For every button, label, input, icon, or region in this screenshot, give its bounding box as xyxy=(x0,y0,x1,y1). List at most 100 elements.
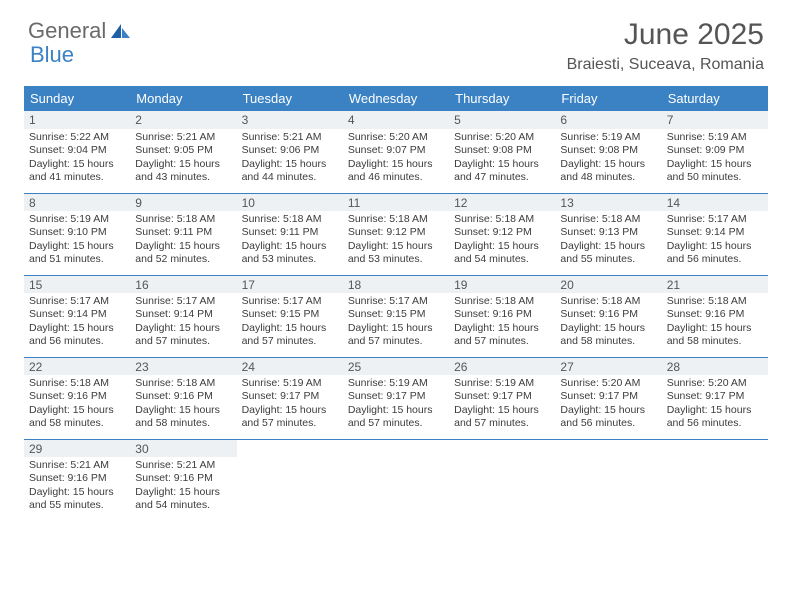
day-details: Sunrise: 5:17 AMSunset: 9:14 PMDaylight:… xyxy=(24,293,130,357)
daylight-line: Daylight: 15 hours and 55 minutes. xyxy=(560,240,656,267)
day-cell: 27Sunrise: 5:20 AMSunset: 9:17 PMDayligh… xyxy=(555,357,661,439)
logo-sail-icon xyxy=(109,22,131,40)
daylight-line: Daylight: 15 hours and 57 minutes. xyxy=(454,404,550,431)
day-details: Sunrise: 5:18 AMSunset: 9:12 PMDaylight:… xyxy=(343,211,449,275)
day-number: 26 xyxy=(449,357,555,375)
sunset-line: Sunset: 9:07 PM xyxy=(348,144,444,157)
daylight-line: Daylight: 15 hours and 43 minutes. xyxy=(135,158,231,185)
daylight-line: Daylight: 15 hours and 51 minutes. xyxy=(29,240,125,267)
day-details: Sunrise: 5:19 AMSunset: 9:17 PMDaylight:… xyxy=(343,375,449,439)
daylight-line: Daylight: 15 hours and 58 minutes. xyxy=(560,322,656,349)
sunrise-line: Sunrise: 5:18 AM xyxy=(667,295,763,308)
day-number: 29 xyxy=(24,439,130,457)
daylight-line: Daylight: 15 hours and 56 minutes. xyxy=(560,404,656,431)
day-details: Sunrise: 5:19 AMSunset: 9:08 PMDaylight:… xyxy=(555,129,661,193)
sunrise-line: Sunrise: 5:19 AM xyxy=(560,131,656,144)
daylight-line: Daylight: 15 hours and 57 minutes. xyxy=(242,404,338,431)
day-cell: 18Sunrise: 5:17 AMSunset: 9:15 PMDayligh… xyxy=(343,275,449,357)
sunrise-line: Sunrise: 5:19 AM xyxy=(29,213,125,226)
daylight-line: Daylight: 15 hours and 56 minutes. xyxy=(667,404,763,431)
month-title: June 2025 xyxy=(567,18,764,52)
day-details: Sunrise: 5:17 AMSunset: 9:15 PMDaylight:… xyxy=(237,293,343,357)
sunrise-line: Sunrise: 5:17 AM xyxy=(135,295,231,308)
daylight-line: Daylight: 15 hours and 55 minutes. xyxy=(29,486,125,513)
day-cell: 30Sunrise: 5:21 AMSunset: 9:16 PMDayligh… xyxy=(130,439,236,521)
day-number: 14 xyxy=(662,193,768,211)
empty-day-body xyxy=(555,457,661,521)
week-row: 29Sunrise: 5:21 AMSunset: 9:16 PMDayligh… xyxy=(24,439,768,521)
day-number: 15 xyxy=(24,275,130,293)
week-row: 22Sunrise: 5:18 AMSunset: 9:16 PMDayligh… xyxy=(24,357,768,439)
day-details: Sunrise: 5:21 AMSunset: 9:16 PMDaylight:… xyxy=(24,457,130,521)
sunrise-line: Sunrise: 5:17 AM xyxy=(667,213,763,226)
day-cell: 7Sunrise: 5:19 AMSunset: 9:09 PMDaylight… xyxy=(662,111,768,193)
day-details: Sunrise: 5:18 AMSunset: 9:16 PMDaylight:… xyxy=(449,293,555,357)
sunrise-line: Sunrise: 5:17 AM xyxy=(348,295,444,308)
day-cell: 28Sunrise: 5:20 AMSunset: 9:17 PMDayligh… xyxy=(662,357,768,439)
empty-day xyxy=(555,439,661,457)
day-number: 9 xyxy=(130,193,236,211)
sunset-line: Sunset: 9:05 PM xyxy=(135,144,231,157)
day-details: Sunrise: 5:17 AMSunset: 9:14 PMDaylight:… xyxy=(662,211,768,275)
sunrise-line: Sunrise: 5:19 AM xyxy=(242,377,338,390)
daylight-line: Daylight: 15 hours and 56 minutes. xyxy=(29,322,125,349)
day-cell: 2Sunrise: 5:21 AMSunset: 9:05 PMDaylight… xyxy=(130,111,236,193)
day-details: Sunrise: 5:21 AMSunset: 9:05 PMDaylight:… xyxy=(130,129,236,193)
logo-text-general: General xyxy=(28,18,106,44)
logo-line2: Blue xyxy=(30,42,74,68)
dow-header: Sunday xyxy=(24,86,130,111)
day-cell: 26Sunrise: 5:19 AMSunset: 9:17 PMDayligh… xyxy=(449,357,555,439)
day-number: 3 xyxy=(237,111,343,129)
sunrise-line: Sunrise: 5:18 AM xyxy=(135,213,231,226)
sunrise-line: Sunrise: 5:18 AM xyxy=(560,213,656,226)
sunrise-line: Sunrise: 5:19 AM xyxy=(348,377,444,390)
daylight-line: Daylight: 15 hours and 56 minutes. xyxy=(667,240,763,267)
daylight-line: Daylight: 15 hours and 44 minutes. xyxy=(242,158,338,185)
sunset-line: Sunset: 9:08 PM xyxy=(454,144,550,157)
sunrise-line: Sunrise: 5:17 AM xyxy=(29,295,125,308)
sunrise-line: Sunrise: 5:18 AM xyxy=(242,213,338,226)
days-of-week-row: SundayMondayTuesdayWednesdayThursdayFrid… xyxy=(24,86,768,111)
sunrise-line: Sunrise: 5:18 AM xyxy=(454,295,550,308)
sunset-line: Sunset: 9:06 PM xyxy=(242,144,338,157)
day-number: 1 xyxy=(24,111,130,129)
sunset-line: Sunset: 9:10 PM xyxy=(29,226,125,239)
day-cell: 19Sunrise: 5:18 AMSunset: 9:16 PMDayligh… xyxy=(449,275,555,357)
week-row: 1Sunrise: 5:22 AMSunset: 9:04 PMDaylight… xyxy=(24,111,768,193)
day-cell: 5Sunrise: 5:20 AMSunset: 9:08 PMDaylight… xyxy=(449,111,555,193)
empty-day xyxy=(449,439,555,457)
empty-day-body xyxy=(237,457,343,521)
sunset-line: Sunset: 9:12 PM xyxy=(454,226,550,239)
day-cell: 22Sunrise: 5:18 AMSunset: 9:16 PMDayligh… xyxy=(24,357,130,439)
sunset-line: Sunset: 9:17 PM xyxy=(560,390,656,403)
week-row: 8Sunrise: 5:19 AMSunset: 9:10 PMDaylight… xyxy=(24,193,768,275)
day-number: 25 xyxy=(343,357,449,375)
day-number: 2 xyxy=(130,111,236,129)
daylight-line: Daylight: 15 hours and 54 minutes. xyxy=(454,240,550,267)
dow-header: Wednesday xyxy=(343,86,449,111)
daylight-line: Daylight: 15 hours and 57 minutes. xyxy=(454,322,550,349)
dow-header: Friday xyxy=(555,86,661,111)
logo-text-blue: Blue xyxy=(30,42,74,68)
sunset-line: Sunset: 9:13 PM xyxy=(560,226,656,239)
daylight-line: Daylight: 15 hours and 41 minutes. xyxy=(29,158,125,185)
sunrise-line: Sunrise: 5:18 AM xyxy=(348,213,444,226)
dow-header: Saturday xyxy=(662,86,768,111)
day-details: Sunrise: 5:19 AMSunset: 9:09 PMDaylight:… xyxy=(662,129,768,193)
sunset-line: Sunset: 9:14 PM xyxy=(667,226,763,239)
sunrise-line: Sunrise: 5:21 AM xyxy=(135,459,231,472)
day-cell xyxy=(555,439,661,521)
day-number: 12 xyxy=(449,193,555,211)
day-number: 23 xyxy=(130,357,236,375)
sunset-line: Sunset: 9:09 PM xyxy=(667,144,763,157)
sunset-line: Sunset: 9:11 PM xyxy=(135,226,231,239)
daylight-line: Daylight: 15 hours and 58 minutes. xyxy=(135,404,231,431)
sunset-line: Sunset: 9:11 PM xyxy=(242,226,338,239)
sunset-line: Sunset: 9:16 PM xyxy=(29,390,125,403)
empty-day xyxy=(343,439,449,457)
day-details: Sunrise: 5:18 AMSunset: 9:12 PMDaylight:… xyxy=(449,211,555,275)
sunrise-line: Sunrise: 5:17 AM xyxy=(242,295,338,308)
day-number: 8 xyxy=(24,193,130,211)
sunrise-line: Sunrise: 5:22 AM xyxy=(29,131,125,144)
sunset-line: Sunset: 9:16 PM xyxy=(135,390,231,403)
